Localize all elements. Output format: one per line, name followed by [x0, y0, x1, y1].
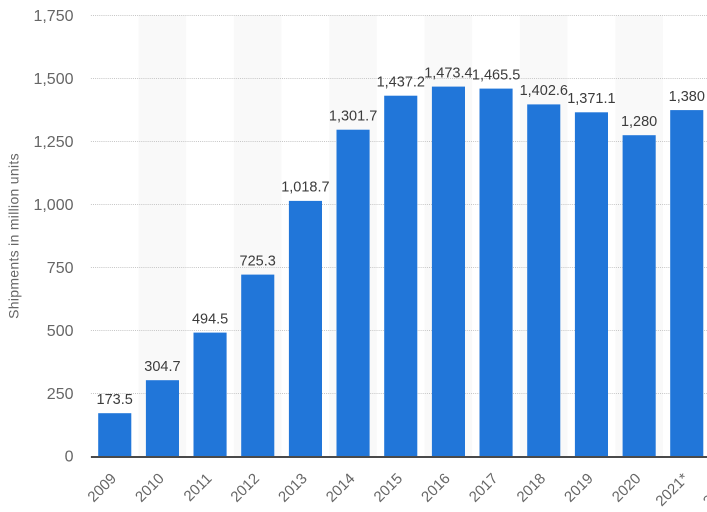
svg-text:304.7: 304.7	[144, 359, 180, 375]
svg-text:494.5: 494.5	[192, 311, 228, 327]
svg-text:173.5: 173.5	[97, 392, 133, 408]
svg-text:1,402.6: 1,402.6	[520, 83, 568, 99]
svg-text:1,437.2: 1,437.2	[377, 74, 425, 90]
svg-text:1,301.7: 1,301.7	[329, 108, 377, 124]
svg-text:500: 500	[47, 323, 74, 340]
svg-text:1,280: 1,280	[621, 114, 657, 130]
svg-text:1,465.5: 1,465.5	[472, 67, 520, 83]
svg-text:1,473.4: 1,473.4	[424, 65, 472, 81]
svg-text:1,371.1: 1,371.1	[567, 91, 615, 107]
svg-text:725.3: 725.3	[240, 253, 276, 269]
svg-text:1,750: 1,750	[33, 8, 73, 25]
svg-text:1,018.7: 1,018.7	[281, 180, 329, 196]
svg-text:1,380: 1,380	[669, 89, 705, 105]
svg-text:1,250: 1,250	[33, 134, 73, 151]
svg-text:0: 0	[65, 448, 74, 465]
svg-text:750: 750	[47, 260, 74, 277]
svg-text:1,500: 1,500	[33, 71, 73, 88]
svg-text:1,000: 1,000	[33, 197, 73, 214]
svg-text:Shipments in million units: Shipments in million units	[6, 153, 22, 319]
svg-text:250: 250	[47, 386, 74, 403]
